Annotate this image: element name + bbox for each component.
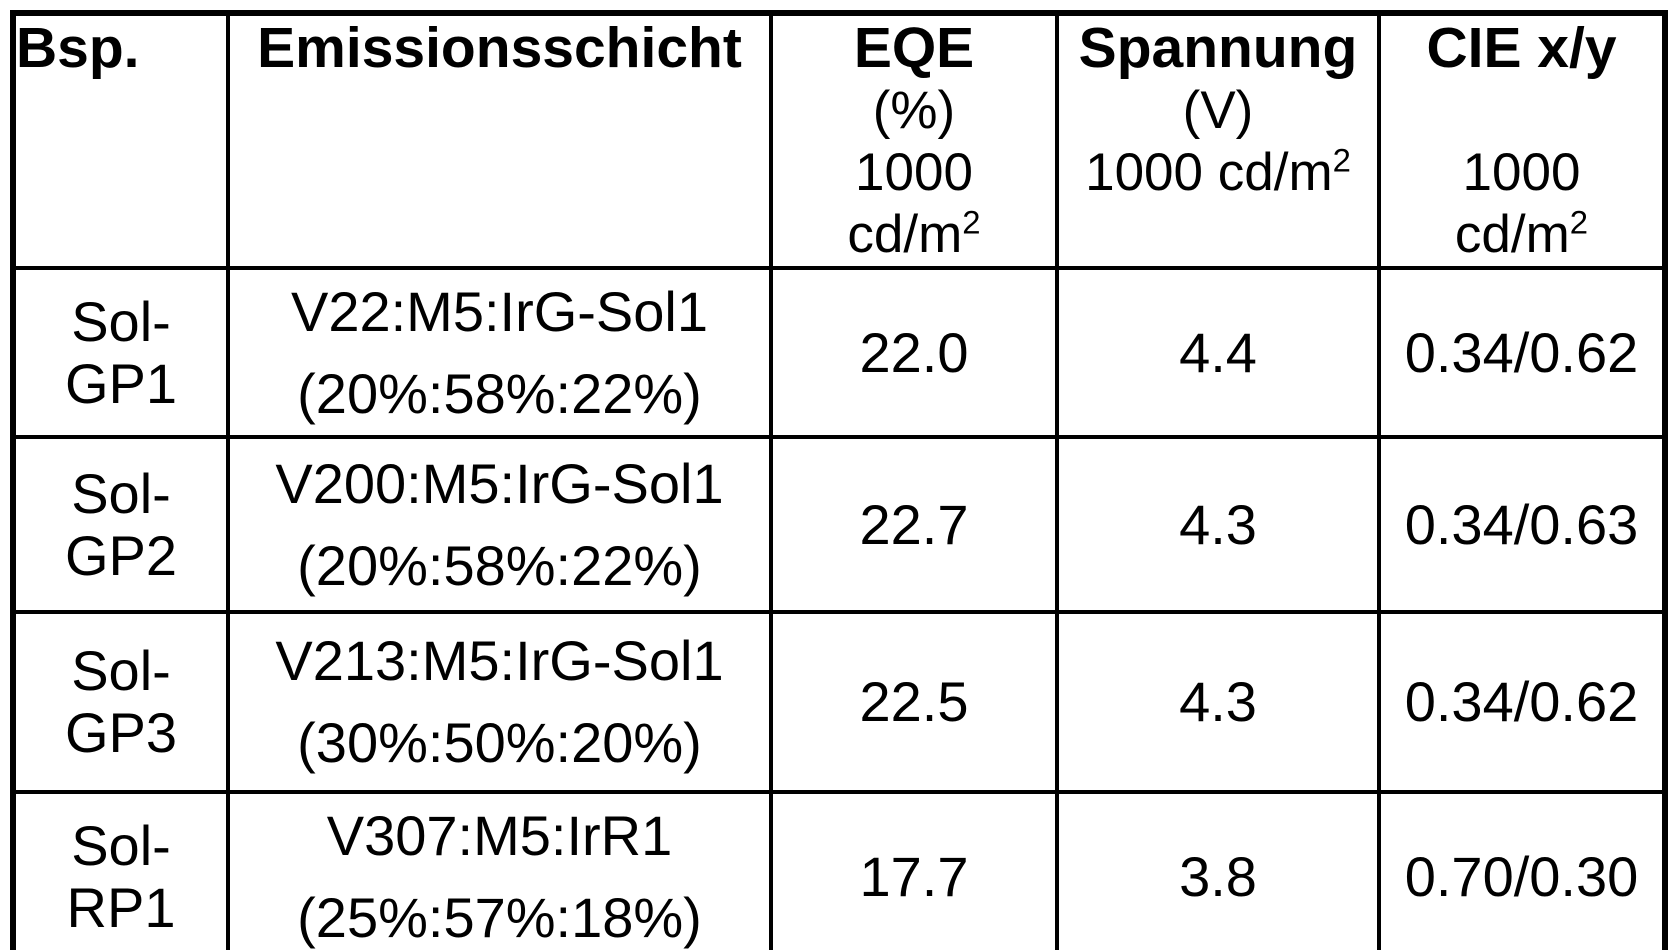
header-cell-bsp: Bsp. (11, 11, 230, 270)
cell-voltage-value: 4.3 (1055, 435, 1381, 614)
header-luminance-spannung: 1000 cd/m2 (1061, 141, 1375, 204)
cell-example-id: Sol- GP2 (11, 435, 230, 614)
cie-value: 0.70/0.30 (1404, 844, 1639, 908)
table-row: Sol- GP3 V213:M5:IrG-Sol1 (30%:50%:20%) … (11, 610, 1667, 794)
eqe-value: 22.0 (859, 320, 969, 384)
header-cell-eqe: EQE (%) 1000 cd/m2 (769, 11, 1059, 270)
emission-layer-ratios: (20%:58%:22%) (297, 361, 702, 425)
emission-layer-ratios: (20%:58%:22%) (297, 533, 702, 597)
header-luminance-eqe: 1000 (855, 143, 973, 202)
header-spacer-cie (1383, 80, 1661, 142)
eqe-value: 22.7 (859, 492, 969, 556)
voltage-value: 4.3 (1179, 492, 1257, 556)
example-id-line: Sol- (71, 813, 171, 877)
cell-emission-layer: V307:M5:IrR1 (25%:57%:18%) (226, 790, 773, 950)
cie-value: 0.34/0.62 (1404, 320, 1639, 384)
cell-eqe-value: 22.7 (769, 435, 1059, 614)
header-title-eqe: EQE (853, 16, 975, 80)
header-title-spannung: Spannung (1078, 16, 1358, 80)
voltage-value: 4.3 (1179, 670, 1257, 733)
eqe-value: 17.7 (859, 844, 969, 908)
cie-value: 0.34/0.62 (1404, 670, 1639, 733)
luminance-unit-base: cd/m (847, 205, 963, 264)
example-id-line: Sol- (71, 461, 171, 525)
luminance-unit-base: cd/m (1454, 205, 1570, 264)
example-id-line: RP1 (66, 875, 176, 939)
emission-layer-composition: V213:M5:IrG-Sol1 (275, 629, 724, 692)
cell-eqe-value: 22.5 (769, 610, 1059, 794)
emission-layer-ratios: (25%:57%:18%) (297, 885, 702, 949)
cell-example-id: Sol- GP1 (11, 266, 230, 439)
table-row: Sol- RP1 V307:M5:IrR1 (25%:57%:18%) 17.7… (11, 790, 1667, 950)
table-row: Sol- GP2 V200:M5:IrG-Sol1 (20%:58%:22%) … (11, 435, 1667, 614)
emission-layer-ratios: (30%:50%:20%) (297, 711, 702, 774)
cell-emission-layer: V200:M5:IrG-Sol1 (20%:58%:22%) (226, 435, 773, 614)
header-unit-eqe: (%) (872, 81, 956, 140)
header-cell-cie: CIE x/y 1000 cd/m2 (1377, 11, 1667, 270)
cell-voltage-value: 3.8 (1055, 790, 1381, 950)
cell-eqe-value: 22.0 (769, 266, 1059, 439)
cell-voltage-value: 4.4 (1055, 266, 1381, 439)
example-id-line: GP1 (64, 351, 178, 415)
header-luminance-unit-eqe: cd/m2 (775, 203, 1053, 264)
oled-results-table: Bsp. Emissionsschicht EQE (%) 1000 cd/m2… (10, 10, 1668, 950)
voltage-value: 3.8 (1179, 844, 1257, 908)
luminance-superscript: 2 (1332, 141, 1351, 179)
header-cell-spannung: Spannung (V) 1000 cd/m2 (1055, 11, 1381, 270)
eqe-value: 22.5 (859, 670, 969, 733)
luminance-unit-superscript: 2 (1569, 203, 1589, 241)
header-title-cie: CIE x/y (1426, 16, 1617, 80)
cell-example-id: Sol- RP1 (11, 790, 230, 950)
luminance-base: 1000 cd/m (1085, 143, 1333, 202)
cell-cie-value: 0.34/0.62 (1377, 266, 1667, 439)
table-header-row: Bsp. Emissionsschicht EQE (%) 1000 cd/m2… (11, 11, 1667, 270)
header-luminance-unit-cie: cd/m2 (1383, 203, 1661, 264)
cell-cie-value: 0.34/0.63 (1377, 435, 1667, 614)
cell-eqe-value: 17.7 (769, 790, 1059, 950)
cell-voltage-value: 4.3 (1055, 610, 1381, 794)
example-id-line: Sol- (71, 289, 171, 353)
header-title-bsp: Bsp. (16, 16, 140, 80)
emission-layer-composition: V22:M5:IrG-Sol1 (290, 279, 709, 343)
header-title-emissionsschicht: Emissionsschicht (257, 16, 742, 80)
cell-example-id: Sol- GP3 (11, 610, 230, 794)
cell-cie-value: 0.34/0.62 (1377, 610, 1667, 794)
luminance-unit-superscript: 2 (962, 203, 981, 241)
example-id-line: Sol- (71, 639, 171, 702)
cell-emission-layer: V213:M5:IrG-Sol1 (30%:50%:20%) (226, 610, 773, 794)
voltage-value: 4.4 (1179, 320, 1257, 384)
cell-cie-value: 0.70/0.30 (1377, 790, 1667, 950)
emission-layer-composition: V200:M5:IrG-Sol1 (275, 451, 724, 515)
emission-layer-composition: V307:M5:IrR1 (326, 803, 673, 867)
example-id-line: GP2 (64, 523, 178, 587)
table-row: Sol- GP1 V22:M5:IrG-Sol1 (20%:58%:22%) 2… (11, 266, 1667, 439)
header-luminance-cie: 1000 (1462, 143, 1581, 202)
cie-value: 0.34/0.63 (1404, 492, 1639, 556)
cell-emission-layer: V22:M5:IrG-Sol1 (20%:58%:22%) (226, 266, 773, 439)
header-cell-emissionsschicht: Emissionsschicht (226, 11, 773, 270)
header-unit-spannung: (V) (1182, 81, 1254, 140)
example-id-line: GP3 (64, 701, 178, 764)
